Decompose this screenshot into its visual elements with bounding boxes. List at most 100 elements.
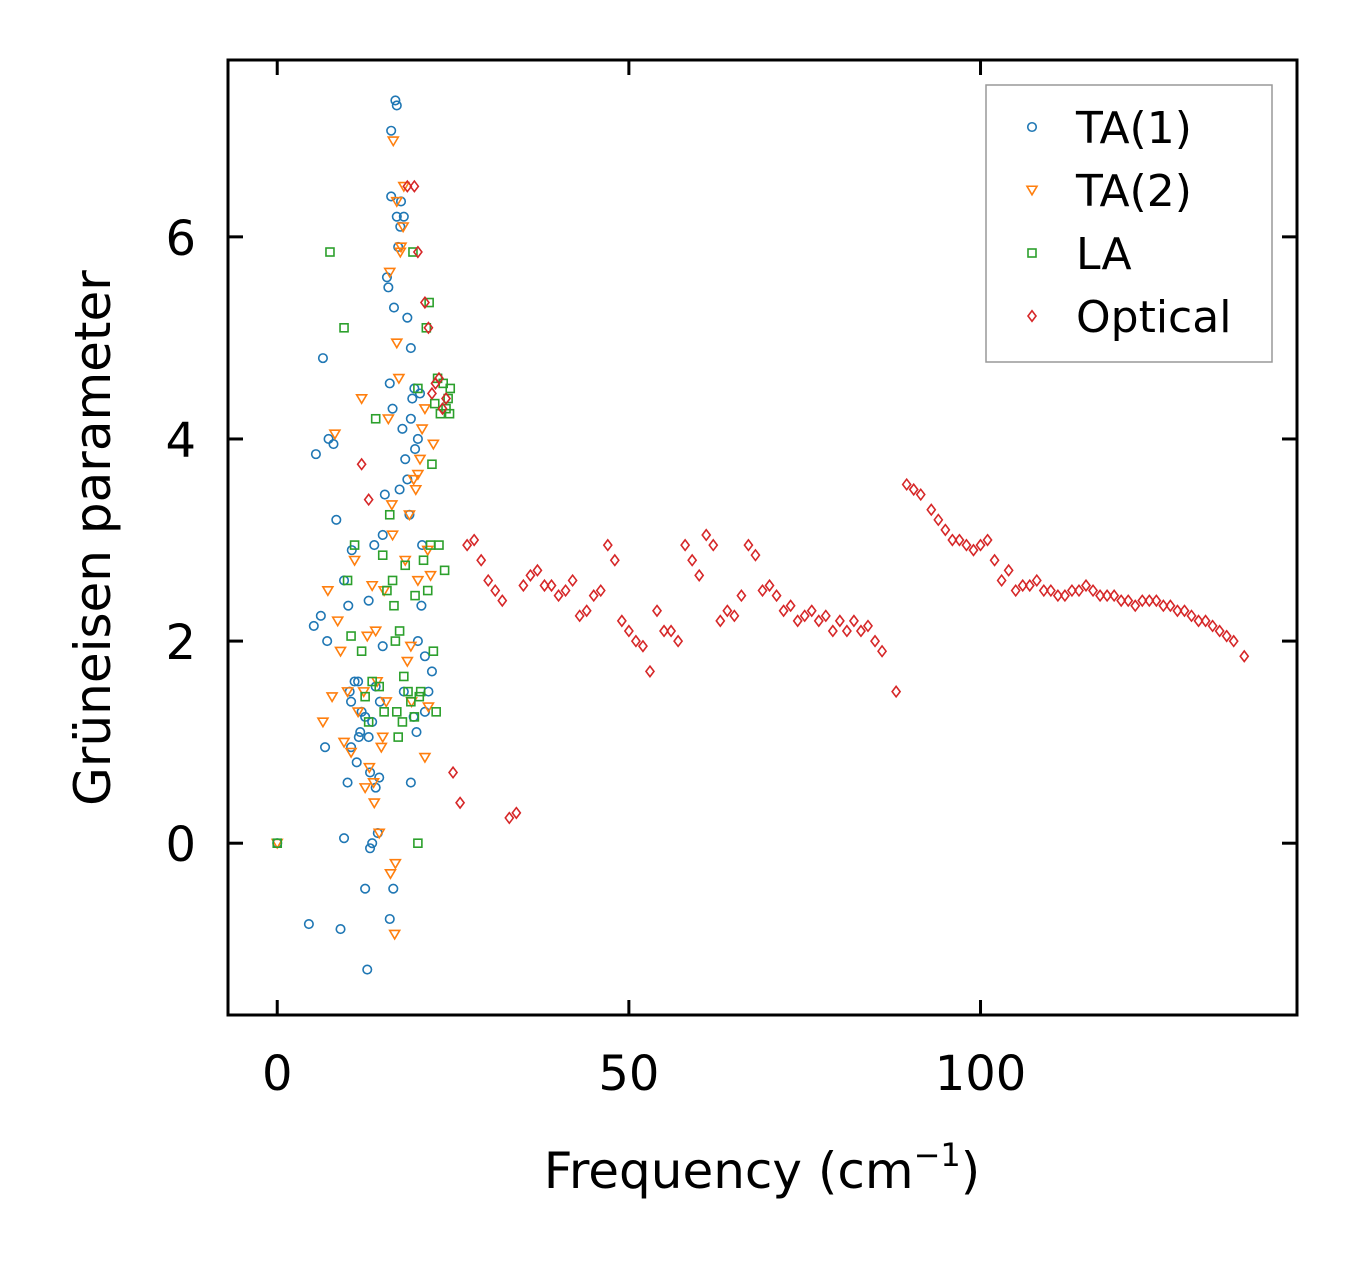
data-point xyxy=(736,589,747,603)
data-point xyxy=(334,646,347,658)
data-point xyxy=(394,242,408,254)
data-point xyxy=(425,540,436,550)
data-point xyxy=(443,393,453,404)
data-point xyxy=(1088,583,1099,598)
data-point xyxy=(421,545,435,557)
data-point xyxy=(360,691,370,702)
data-point xyxy=(1239,649,1250,663)
data-point xyxy=(351,757,362,768)
data-point xyxy=(982,533,993,547)
data-point xyxy=(384,868,397,880)
data-point xyxy=(397,717,408,727)
data-point xyxy=(349,540,360,550)
data-point xyxy=(374,742,388,754)
legend-label: TA(1) xyxy=(1075,103,1192,154)
x-tick-label: 100 xyxy=(935,1046,1027,1102)
data-point xyxy=(410,590,420,601)
data-point xyxy=(377,529,388,541)
data-point xyxy=(1109,589,1120,603)
data-point xyxy=(407,474,421,486)
data-point xyxy=(426,666,438,677)
data-point xyxy=(402,179,413,193)
data-point xyxy=(1130,599,1141,613)
data-point xyxy=(417,540,428,551)
data-point xyxy=(272,838,283,849)
data-point xyxy=(408,247,418,257)
data-point xyxy=(708,538,719,552)
y-tick-label: 2 xyxy=(165,615,196,671)
series-ta-2- xyxy=(270,136,440,941)
data-point xyxy=(316,717,330,729)
legend-label: LA xyxy=(1076,229,1132,280)
data-point xyxy=(426,439,440,451)
data-point xyxy=(367,838,378,849)
data-point xyxy=(374,681,385,692)
data-point xyxy=(1186,609,1197,623)
data-point xyxy=(785,599,796,613)
data-point xyxy=(325,692,339,703)
data-point xyxy=(877,644,888,658)
data-point xyxy=(321,586,335,597)
data-point xyxy=(421,323,432,333)
data-point xyxy=(328,438,339,450)
data-point xyxy=(358,783,372,794)
data-point xyxy=(384,913,395,925)
data-point xyxy=(418,404,432,415)
data-point xyxy=(666,624,677,638)
data-point xyxy=(497,594,508,608)
data-point xyxy=(377,641,388,652)
data-point xyxy=(694,568,705,582)
data-point xyxy=(365,580,379,592)
data-point xyxy=(1095,589,1106,603)
data-point xyxy=(915,487,926,502)
data-point xyxy=(397,423,408,434)
data-point xyxy=(367,676,377,687)
data-point xyxy=(419,651,430,662)
data-point xyxy=(418,752,432,764)
data-point xyxy=(353,732,364,743)
data-point xyxy=(1102,589,1113,603)
data-point xyxy=(961,538,972,552)
tick-labels: 0 50 100 0 2 4 6 xyxy=(165,211,1026,1102)
data-point xyxy=(389,600,399,611)
data-point xyxy=(422,585,433,596)
data-point xyxy=(367,798,381,810)
data-point xyxy=(437,402,448,416)
data-point xyxy=(398,211,409,222)
data-point xyxy=(370,413,381,424)
data-point xyxy=(989,553,1000,567)
data-point xyxy=(1017,578,1028,593)
data-point xyxy=(414,388,426,399)
data-point xyxy=(405,342,416,354)
data-point xyxy=(729,609,740,623)
data-point xyxy=(379,697,393,709)
data-point xyxy=(1123,594,1134,608)
data-point xyxy=(403,510,416,522)
data-point xyxy=(412,636,423,647)
data-point xyxy=(771,589,782,603)
data-point xyxy=(341,687,354,698)
data-point xyxy=(1045,583,1056,598)
data-point xyxy=(841,624,852,638)
legend-label: TA(2) xyxy=(1075,166,1192,217)
data-point xyxy=(539,578,550,593)
data-point xyxy=(325,247,335,257)
data-point xyxy=(940,523,951,537)
data-point xyxy=(722,604,733,618)
data-point xyxy=(673,634,684,648)
data-point xyxy=(351,707,365,719)
data-point xyxy=(411,726,422,738)
data-point xyxy=(715,614,726,628)
data-point xyxy=(1158,599,1169,613)
data-point xyxy=(315,610,326,621)
y-tick-label: 0 xyxy=(165,817,196,873)
data-point xyxy=(422,702,435,714)
data-point xyxy=(431,707,441,717)
data-point xyxy=(806,604,817,618)
data-point xyxy=(434,540,444,550)
data-point xyxy=(862,619,873,633)
data-point xyxy=(968,543,979,557)
data-point xyxy=(792,614,803,628)
data-point xyxy=(574,609,585,623)
data-point xyxy=(386,530,399,542)
